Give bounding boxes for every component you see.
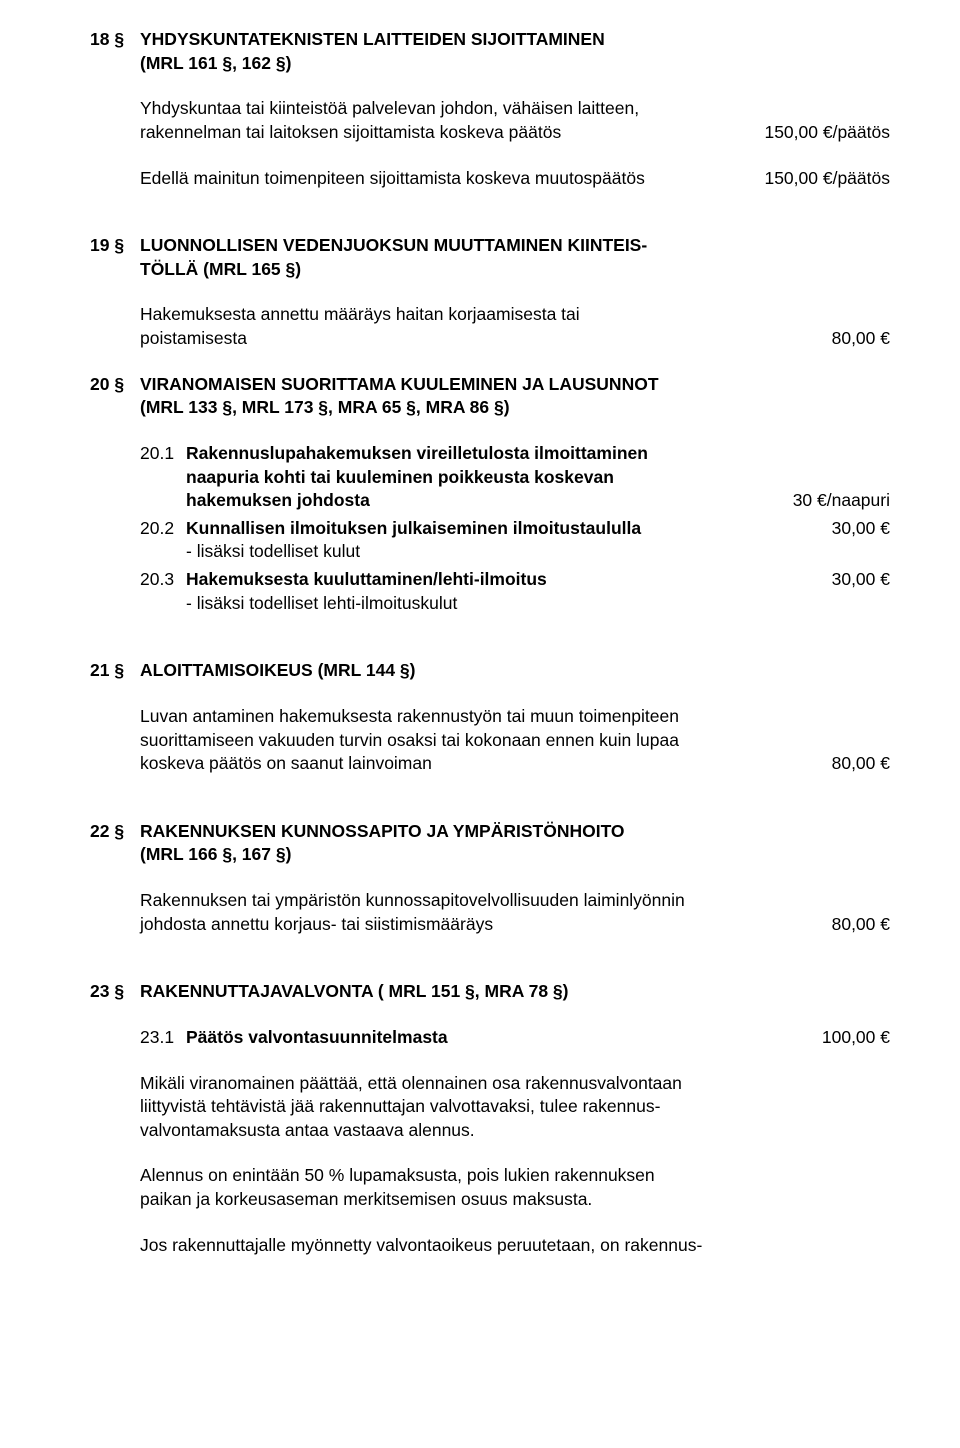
section-body: YHDYSKUNTATEKNISTEN LAITTEIDEN SIJOITTAM… bbox=[140, 28, 890, 190]
price-value: 80,00 € bbox=[770, 327, 890, 351]
paragraph-line: rakennelman tai laitoksen sijoittamista … bbox=[140, 121, 764, 145]
paragraph-line: Luvan antaminen hakemuksesta rakennustyö… bbox=[140, 705, 890, 729]
subsection-number: 20.2 bbox=[140, 517, 186, 564]
subsection-number: 20.3 bbox=[140, 568, 186, 615]
paragraph-line: Alennus on enintään 50 % lupamaksusta, p… bbox=[140, 1164, 890, 1188]
section-body: VIRANOMAISEN SUORITTAMA KUULEMINEN JA LA… bbox=[140, 373, 890, 616]
section-title-line: (MRL 161 §, 162 §) bbox=[140, 52, 890, 76]
subsection-23-1: 23.1 Päätös valvontasuunnitelmasta 100,0… bbox=[140, 1026, 890, 1050]
paragraph-line: valvontamaksusta antaa vastaava alennus. bbox=[140, 1119, 890, 1143]
subsection-number: 20.1 bbox=[140, 442, 186, 513]
price-value: 80,00 € bbox=[770, 913, 890, 937]
subsection-line: hakemuksen johdosta bbox=[186, 489, 770, 513]
subsection-20-3: 20.3 Hakemuksesta kuuluttaminen/lehti-il… bbox=[140, 568, 890, 615]
price-line: hakemuksen johdosta 30 €/naapuri bbox=[186, 489, 890, 513]
section-number: 18 § bbox=[90, 28, 140, 190]
subsection-line: Rakennuslupahakemuksen vireilletulosta i… bbox=[186, 442, 890, 466]
price-value: 100,00 € bbox=[770, 1026, 890, 1050]
subsection-line: Hakemuksesta kuuluttaminen/lehti-ilmoitu… bbox=[186, 568, 770, 592]
section-19: 19 § LUONNOLLISEN VEDENJUOKSUN MUUTTAMIN… bbox=[90, 234, 890, 351]
paragraph-line: Edellä mainitun toimenpiteen sijoittamis… bbox=[140, 167, 764, 191]
section-body: LUONNOLLISEN VEDENJUOKSUN MUUTTAMINEN KI… bbox=[140, 234, 890, 351]
section-number: 23 § bbox=[90, 980, 140, 1257]
section-title-line: (MRL 166 §, 167 §) bbox=[140, 843, 890, 867]
price-value: 30 €/naapuri bbox=[770, 489, 890, 513]
section-title-line: RAKENNUKSEN KUNNOSSAPITO JA YMPÄRISTÖNHO… bbox=[140, 820, 890, 844]
paragraph-line: poistamisesta bbox=[140, 327, 770, 351]
price-line: Edellä mainitun toimenpiteen sijoittamis… bbox=[140, 167, 890, 191]
paragraph-line: liittyvistä tehtävistä jää rakennuttajan… bbox=[140, 1095, 890, 1119]
section-21: 21 § ALOITTAMISOIKEUS (MRL 144 §) Luvan … bbox=[90, 659, 890, 776]
paragraph-line: Jos rakennuttajalle myönnetty valvontaoi… bbox=[140, 1234, 890, 1258]
price-value: 150,00 €/päätös bbox=[764, 167, 890, 191]
section-title-line: YHDYSKUNTATEKNISTEN LAITTEIDEN SIJOITTAM… bbox=[140, 28, 890, 52]
subsection-body: Hakemuksesta kuuluttaminen/lehti-ilmoitu… bbox=[186, 568, 890, 615]
note-line: - lisäksi todelliset lehti-ilmoituskulut bbox=[186, 592, 890, 616]
subsection-line: Päätös valvontasuunnitelmasta bbox=[186, 1026, 770, 1050]
section-title-line: TÖLLÄ (MRL 165 §) bbox=[140, 258, 890, 282]
section-body: ALOITTAMISOIKEUS (MRL 144 §) Luvan antam… bbox=[140, 659, 890, 776]
section-title-line: (MRL 133 §, MRL 173 §, MRA 65 §, MRA 86 … bbox=[140, 396, 890, 420]
subsection-body: Rakennuslupahakemuksen vireilletulosta i… bbox=[186, 442, 890, 513]
section-body: RAKENNUTTAJAVALVONTA ( MRL 151 §, MRA 78… bbox=[140, 980, 890, 1257]
paragraph-line: suorittamiseen vakuuden turvin osaksi ta… bbox=[140, 729, 890, 753]
section-title-line: RAKENNUTTAJAVALVONTA ( MRL 151 §, MRA 78… bbox=[140, 980, 890, 1004]
subsection-line: naapuria kohti tai kuuleminen poikkeusta… bbox=[186, 466, 890, 490]
price-line: koskeva päätös on saanut lainvoiman 80,0… bbox=[140, 752, 890, 776]
document-page: 18 § YHDYSKUNTATEKNISTEN LAITTEIDEN SIJO… bbox=[0, 0, 960, 1448]
section-20: 20 § VIRANOMAISEN SUORITTAMA KUULEMINEN … bbox=[90, 373, 890, 616]
section-number: 21 § bbox=[90, 659, 140, 776]
section-title-line: VIRANOMAISEN SUORITTAMA KUULEMINEN JA LA… bbox=[140, 373, 890, 397]
subsection-line: Kunnallisen ilmoituksen julkaiseminen il… bbox=[186, 517, 770, 541]
price-value: 30,00 € bbox=[770, 568, 890, 592]
section-number: 22 § bbox=[90, 820, 140, 937]
section-title-line: ALOITTAMISOIKEUS (MRL 144 §) bbox=[140, 659, 890, 683]
subsection-body: Päätös valvontasuunnitelmasta 100,00 € bbox=[186, 1026, 890, 1050]
subsection-number: 23.1 bbox=[140, 1026, 186, 1050]
price-value: 80,00 € bbox=[770, 752, 890, 776]
section-number: 19 § bbox=[90, 234, 140, 351]
paragraph-line: Rakennuksen tai ympäristön kunnossapitov… bbox=[140, 889, 890, 913]
subsection-20-1: 20.1 Rakennuslupahakemuksen vireilletulo… bbox=[140, 442, 890, 513]
section-title-line: LUONNOLLISEN VEDENJUOKSUN MUUTTAMINEN KI… bbox=[140, 234, 890, 258]
section-18: 18 § YHDYSKUNTATEKNISTEN LAITTEIDEN SIJO… bbox=[90, 28, 890, 190]
section-body: RAKENNUKSEN KUNNOSSAPITO JA YMPÄRISTÖNHO… bbox=[140, 820, 890, 937]
paragraph-line: Yhdyskuntaa tai kiinteistöä palvelevan j… bbox=[140, 97, 890, 121]
paragraph-line: Hakemuksesta annettu määräys haitan korj… bbox=[140, 303, 890, 327]
section-22: 22 § RAKENNUKSEN KUNNOSSAPITO JA YMPÄRIS… bbox=[90, 820, 890, 937]
price-line: poistamisesta 80,00 € bbox=[140, 327, 890, 351]
paragraph-line: paikan ja korkeusaseman merkitsemisen os… bbox=[140, 1188, 890, 1212]
paragraph-line: koskeva päätös on saanut lainvoiman bbox=[140, 752, 770, 776]
subsection-body: Kunnallisen ilmoituksen julkaiseminen il… bbox=[186, 517, 890, 564]
price-line: Hakemuksesta kuuluttaminen/lehti-ilmoitu… bbox=[186, 568, 890, 592]
price-value: 30,00 € bbox=[770, 517, 890, 541]
section-23: 23 § RAKENNUTTAJAVALVONTA ( MRL 151 §, M… bbox=[90, 980, 890, 1257]
paragraph-line: Mikäli viranomainen päättää, että olenna… bbox=[140, 1072, 890, 1096]
paragraph-line: johdosta annettu korjaus- tai siistimism… bbox=[140, 913, 770, 937]
price-line: rakennelman tai laitoksen sijoittamista … bbox=[140, 121, 890, 145]
price-line: Päätös valvontasuunnitelmasta 100,00 € bbox=[186, 1026, 890, 1050]
subsection-20-2: 20.2 Kunnallisen ilmoituksen julkaisemin… bbox=[140, 517, 890, 564]
price-line: johdosta annettu korjaus- tai siistimism… bbox=[140, 913, 890, 937]
section-number: 20 § bbox=[90, 373, 140, 616]
price-value: 150,00 €/päätös bbox=[764, 121, 890, 145]
note-line: - lisäksi todelliset kulut bbox=[186, 540, 890, 564]
price-line: Kunnallisen ilmoituksen julkaiseminen il… bbox=[186, 517, 890, 541]
